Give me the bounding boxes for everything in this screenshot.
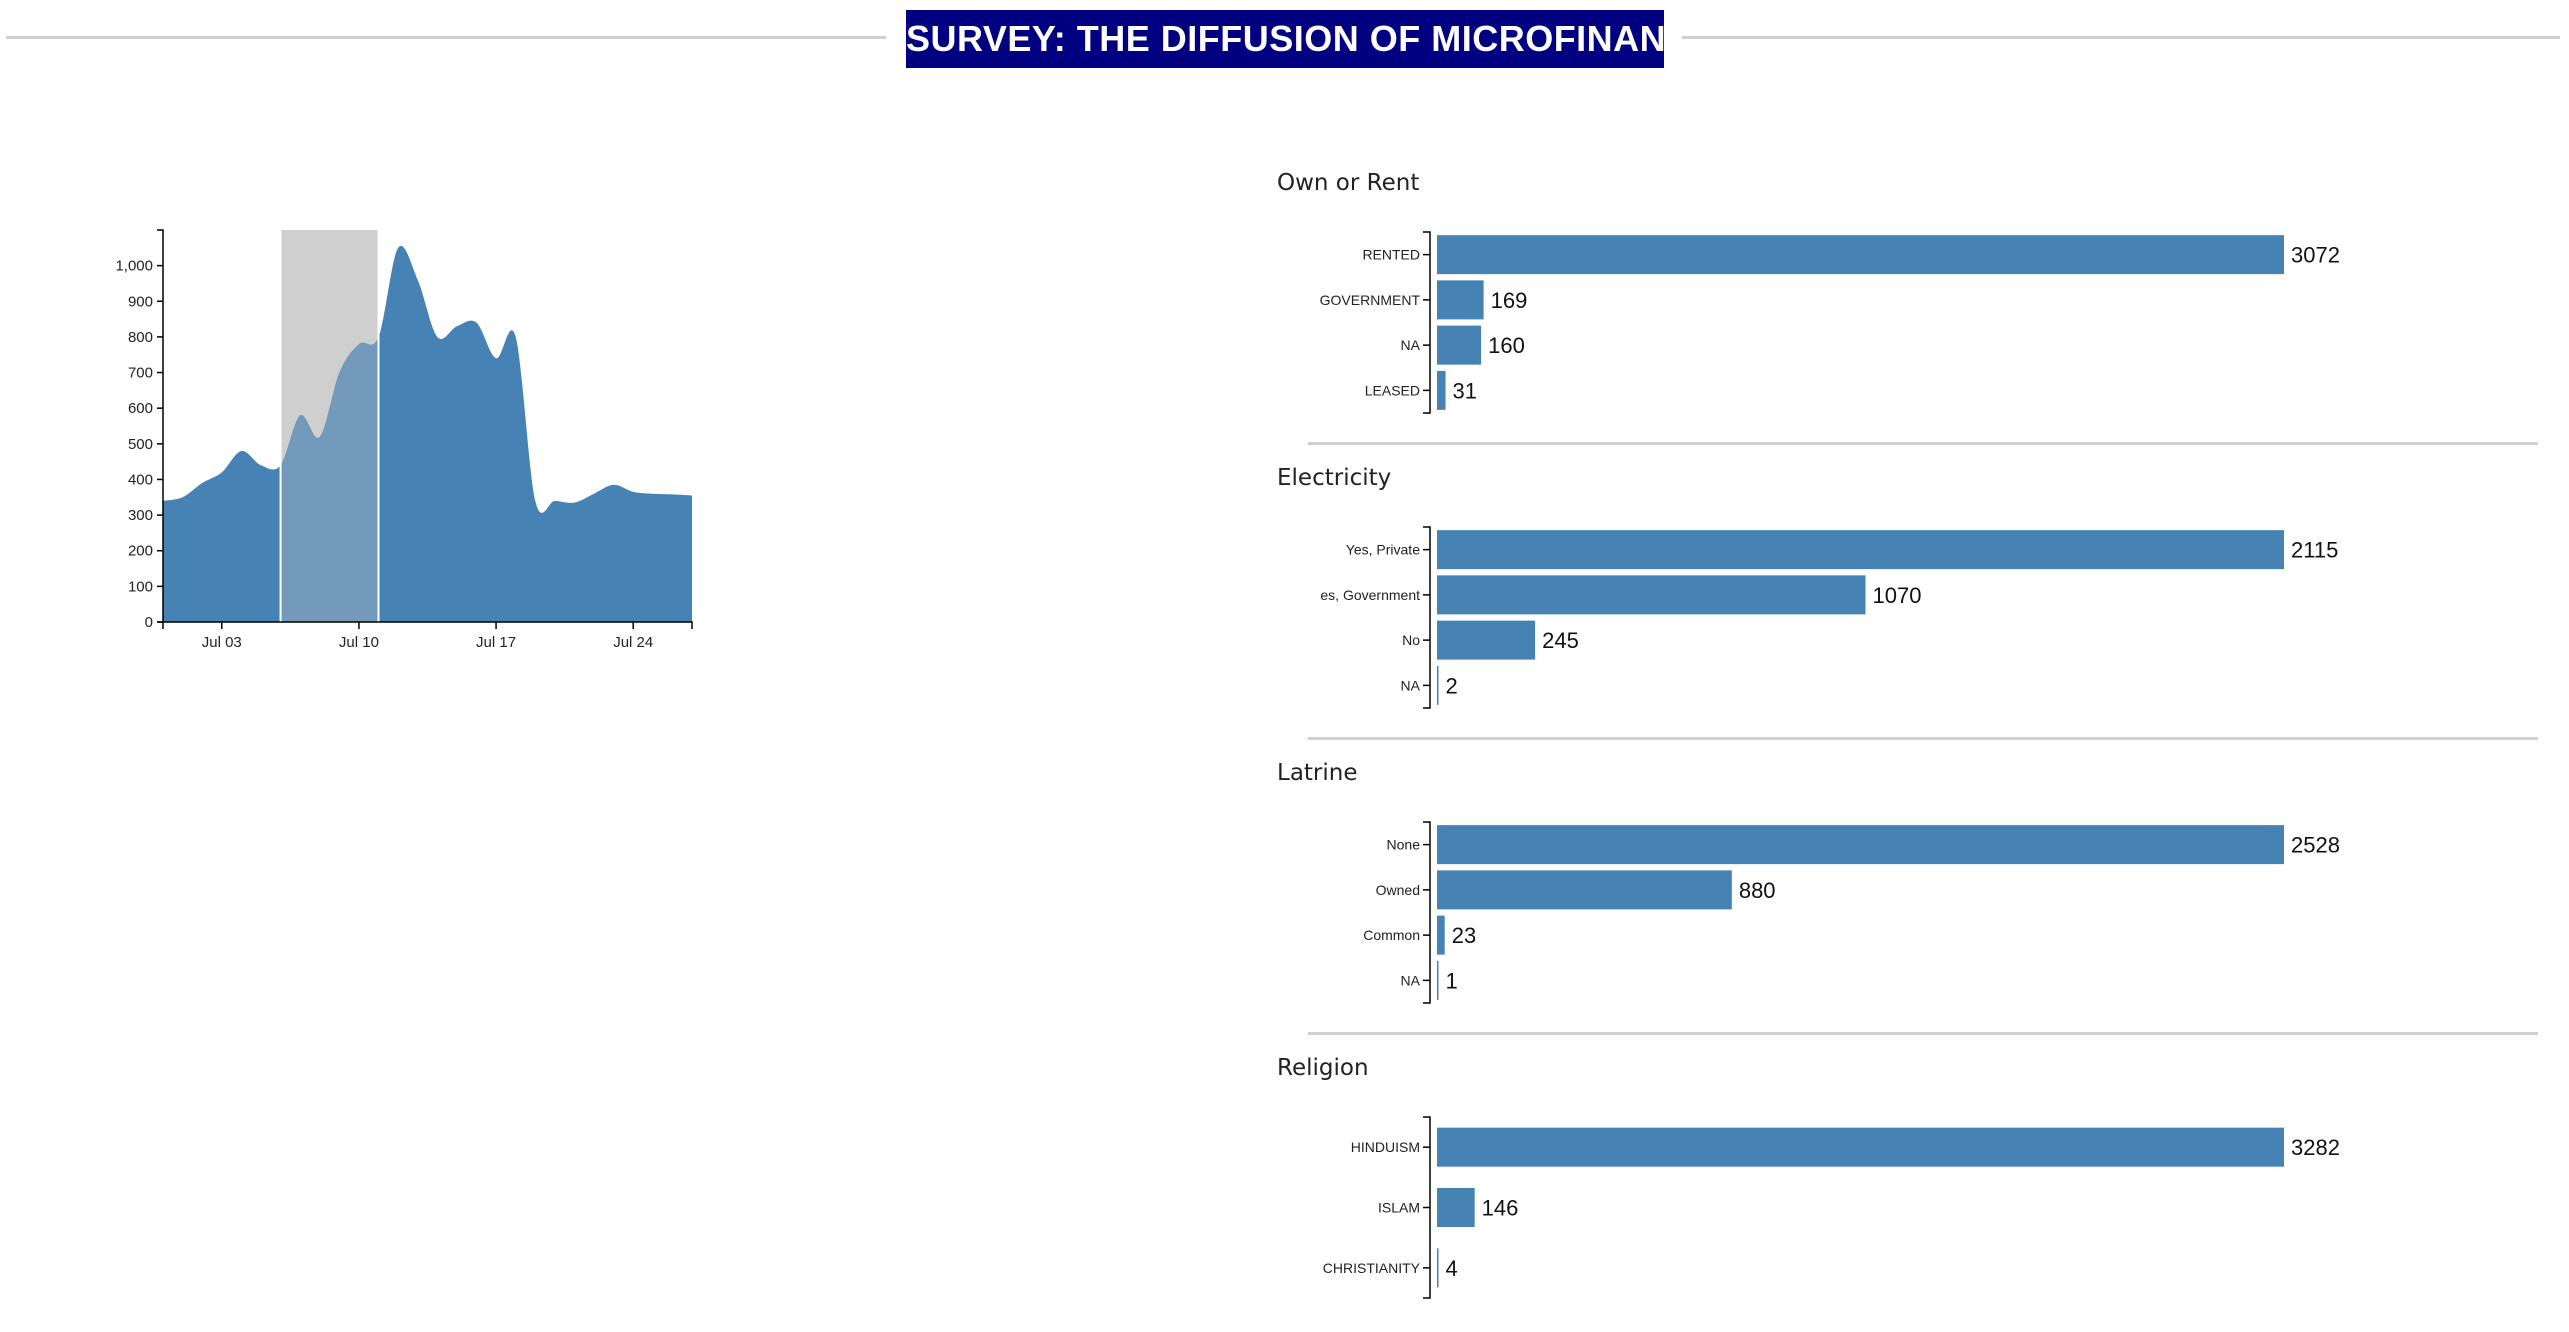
bar[interactable] bbox=[1437, 620, 1536, 660]
y-tick-label: 300 bbox=[128, 507, 153, 524]
bar-value-label: 2528 bbox=[2291, 833, 2340, 858]
panel-title-own-or-rent: Own or Rent bbox=[1277, 170, 1420, 196]
bar-value-label: 146 bbox=[1482, 1196, 1519, 1221]
x-axis bbox=[162, 621, 693, 629]
bar-value-label: 1 bbox=[1446, 968, 1458, 993]
category-label: LEASED bbox=[1365, 382, 1420, 398]
bar-value-label: 169 bbox=[1491, 288, 1528, 313]
panel-own-or-rent: Own or Rent RENTED 3072 GOVERNMENT 169 NA 160… bbox=[1270, 170, 2550, 455]
bar[interactable] bbox=[1437, 1127, 2284, 1167]
bar[interactable] bbox=[1437, 235, 2284, 275]
y-tick-label: 700 bbox=[128, 365, 153, 382]
category-label: es, Government bbox=[1320, 587, 1420, 603]
category-label: NA bbox=[1401, 337, 1421, 353]
category-label: GOVERNMENT bbox=[1320, 292, 1421, 308]
y-tick-label: 200 bbox=[128, 543, 153, 560]
page-title: SURVEY: THE DIFFUSION OF MICROFINANCE bbox=[906, 10, 1717, 68]
bar[interactable] bbox=[1437, 825, 2284, 865]
bar-value-label: 245 bbox=[1542, 628, 1579, 653]
x-tick-label: Jul 24 bbox=[613, 634, 653, 651]
bar-value-label: 3282 bbox=[2291, 1135, 2340, 1160]
panel-latrine: Latrine None 2528 Owned 880 Common 23 NA 1 bbox=[1270, 760, 2550, 1045]
category-label: None bbox=[1387, 837, 1421, 853]
bar-chart-electricity[interactable]: Yes, Private 2115 es, Government 1070 No 245 N… bbox=[1270, 465, 2550, 750]
bar[interactable] bbox=[1437, 280, 1484, 320]
category-label: ISLAM bbox=[1378, 1200, 1420, 1216]
category-axis bbox=[1423, 526, 1431, 709]
bar-value-label: 880 bbox=[1739, 878, 1776, 903]
x-tick-label: Jul 17 bbox=[476, 634, 516, 651]
y-tick-label: 800 bbox=[128, 329, 153, 346]
category-label: NA bbox=[1401, 972, 1421, 988]
panel-religion: Religion HINDUISM 3282 ISLAM 146 CHRISTIANIT… bbox=[1270, 1055, 2550, 1325]
panel-title-latrine: Latrine bbox=[1277, 760, 1358, 786]
timeline-area bbox=[163, 245, 694, 622]
bar[interactable] bbox=[1437, 575, 1866, 615]
bar-chart-latrine[interactable]: None 2528 Owned 880 Common 23 NA 1 bbox=[1270, 760, 2550, 1045]
timeline-area-chart[interactable]: 0 100 200 300 400 500 600 700 800 900 1,000 Jul 03 J… bbox=[0, 200, 720, 670]
bar-value-label: 1070 bbox=[1873, 583, 1922, 608]
bar-value-label: 160 bbox=[1488, 333, 1525, 358]
category-label: RENTED bbox=[1362, 247, 1420, 263]
header-rule-right bbox=[1682, 36, 2560, 39]
x-tick-label: Jul 03 bbox=[202, 634, 242, 651]
bar[interactable] bbox=[1437, 870, 1732, 910]
bar-value-label: 2115 bbox=[2291, 538, 2338, 563]
panel-divider bbox=[1308, 737, 2538, 740]
bar[interactable] bbox=[1437, 1188, 1475, 1227]
bar-chart-own-or-rent[interactable]: RENTED 3072 GOVERNMENT 169 NA 160 LEASED 31 bbox=[1270, 170, 2550, 455]
x-tick-label: Jul 10 bbox=[339, 634, 379, 651]
brush-overlay[interactable] bbox=[280, 230, 379, 622]
bar-value-label: 3072 bbox=[2291, 243, 2340, 268]
y-tick-label: 900 bbox=[128, 293, 153, 310]
bar[interactable] bbox=[1437, 325, 1482, 365]
category-label: NA bbox=[1401, 677, 1421, 693]
category-label: HINDUISM bbox=[1351, 1139, 1420, 1155]
header-rule-left bbox=[6, 36, 886, 39]
y-tick-label: 500 bbox=[128, 436, 153, 453]
category-label: Yes, Private bbox=[1346, 542, 1420, 558]
panel-title-electricity: Electricity bbox=[1277, 465, 1392, 491]
bar-chart-religion[interactable]: HINDUISM 3282 ISLAM 146 CHRISTIANITY 4 bbox=[1270, 1055, 2550, 1325]
category-label: Common bbox=[1363, 927, 1420, 943]
y-tick-label: 1,000 bbox=[115, 258, 153, 275]
y-tick-label: 100 bbox=[128, 578, 153, 595]
panel-electricity: Electricity Yes, Private 2115 es, Governme… bbox=[1270, 465, 2550, 750]
bar[interactable] bbox=[1437, 665, 1439, 705]
bar[interactable] bbox=[1437, 915, 1445, 955]
bar[interactable] bbox=[1437, 960, 1439, 1000]
bar-value-label: 4 bbox=[1446, 1256, 1458, 1281]
bar[interactable] bbox=[1437, 530, 2284, 570]
bar-value-label: 31 bbox=[1453, 378, 1477, 403]
bar[interactable] bbox=[1437, 370, 1446, 410]
bar-value-label: 23 bbox=[1452, 923, 1476, 948]
panel-divider bbox=[1308, 442, 2538, 445]
y-axis bbox=[157, 229, 164, 623]
bar[interactable] bbox=[1437, 1248, 1439, 1288]
category-label: CHRISTIANITY bbox=[1323, 1260, 1421, 1276]
page-header: SURVEY: THE DIFFUSION OF MICROFINANCE bbox=[0, 0, 2569, 80]
y-tick-label: 0 bbox=[145, 614, 153, 631]
panel-title-religion: Religion bbox=[1277, 1055, 1369, 1081]
category-axis bbox=[1423, 821, 1431, 1004]
category-label: Owned bbox=[1376, 882, 1420, 898]
category-label: No bbox=[1402, 632, 1420, 648]
category-axis bbox=[1423, 231, 1431, 414]
y-tick-label: 600 bbox=[128, 400, 153, 417]
y-tick-label: 400 bbox=[128, 471, 153, 488]
panel-divider bbox=[1308, 1032, 2538, 1035]
bar-value-label: 2 bbox=[1446, 673, 1458, 698]
